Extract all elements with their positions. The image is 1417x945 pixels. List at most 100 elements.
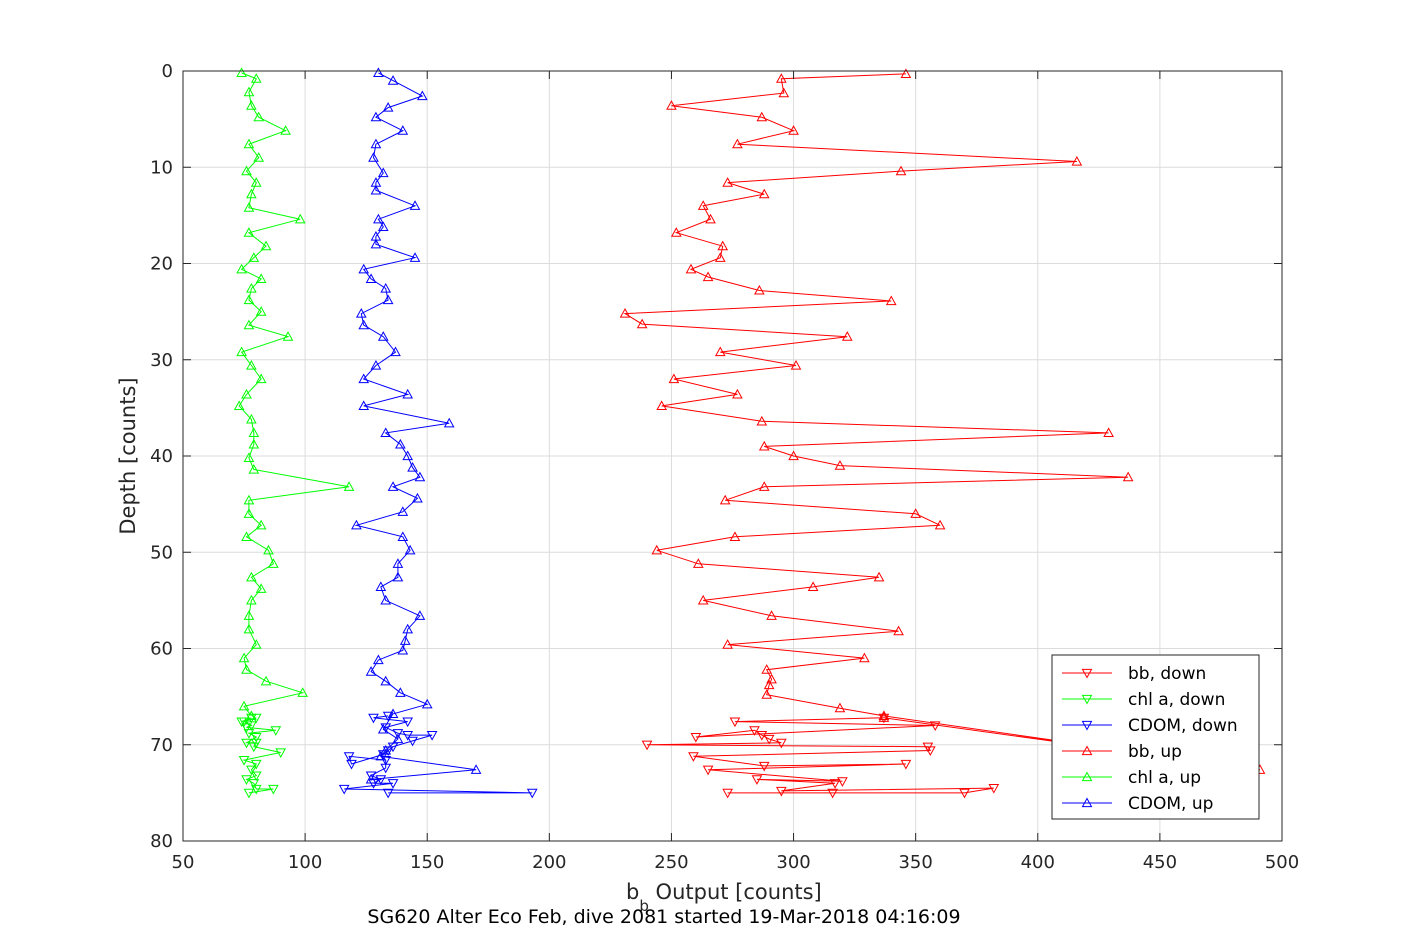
data-point (368, 152, 379, 162)
data-point (426, 731, 438, 741)
data-point (248, 438, 260, 449)
data-point (397, 531, 409, 541)
data-point (380, 282, 392, 293)
series-layer (233, 67, 1266, 799)
x-tick-label: 350 (898, 852, 932, 873)
data-point (338, 784, 350, 795)
series-line (238, 72, 350, 717)
data-point (248, 252, 260, 262)
data-point (243, 494, 255, 505)
data-point (397, 644, 409, 655)
data-point (246, 413, 257, 424)
data-point (775, 73, 787, 83)
data-point (392, 729, 404, 739)
data-point (900, 68, 912, 78)
x-tick-label: 300 (776, 852, 810, 873)
data-point (702, 271, 714, 282)
y-tick-label: 60 (150, 639, 173, 660)
data-point (392, 571, 404, 582)
data-point (758, 761, 770, 772)
data-point (358, 400, 370, 411)
data-point (404, 544, 416, 555)
data-point (988, 783, 1000, 794)
data-point (387, 75, 399, 85)
data-point (697, 200, 709, 210)
data-point (416, 90, 428, 101)
data-point (282, 331, 294, 341)
data-point (402, 623, 414, 634)
data-point (370, 111, 382, 122)
data-point (751, 775, 763, 785)
data-point (666, 100, 677, 110)
data-point (241, 738, 252, 749)
data-point (756, 731, 768, 741)
data-point (756, 415, 768, 426)
data-point (829, 779, 841, 789)
data-point (390, 346, 401, 357)
data-point (246, 713, 257, 724)
data-point (688, 752, 699, 762)
data-point (248, 779, 260, 789)
data-point (373, 654, 384, 665)
legend-item: bb, down (1062, 664, 1206, 684)
data-point (900, 759, 912, 770)
data-point (392, 558, 404, 568)
data-point (260, 675, 272, 686)
legend-item: CDOM, up (1062, 794, 1213, 814)
data-point (788, 450, 799, 461)
y-tick-label: 30 (150, 350, 173, 371)
data-point (409, 200, 421, 210)
data-point (370, 184, 382, 195)
y-tick-label: 80 (150, 831, 173, 852)
y-tick-label: 50 (150, 542, 173, 563)
legend-label: bb, down (1128, 664, 1206, 684)
data-point (255, 583, 267, 593)
y-tick-label: 0 (162, 61, 173, 82)
data-point (243, 227, 255, 237)
data-point (241, 664, 252, 674)
data-point (685, 263, 697, 274)
data-point (722, 639, 733, 649)
data-point (859, 652, 870, 663)
data-point (758, 481, 770, 491)
legend-label: chl a, down (1128, 690, 1225, 710)
data-point (343, 481, 355, 491)
data-point (878, 712, 890, 722)
y-tick-label: 10 (150, 157, 173, 178)
data-point (893, 625, 904, 636)
x-tick-label: 100 (288, 852, 322, 873)
chart-caption: SG620 Alter Eco Feb, dive 2081 started 1… (367, 906, 960, 928)
data-point (910, 508, 922, 518)
data-point (788, 125, 799, 135)
data-point (719, 494, 731, 505)
data-point (243, 623, 255, 634)
data-point (248, 427, 260, 437)
legend-label: bb, up (1128, 742, 1182, 762)
data-point (365, 771, 377, 782)
legend-label: chl a, up (1128, 768, 1201, 788)
data-point (402, 717, 414, 728)
legend-marker (1081, 720, 1093, 731)
data-point (775, 786, 787, 797)
data-point (355, 308, 367, 318)
data-point (377, 723, 389, 734)
data-point (756, 111, 768, 122)
data-point (250, 738, 262, 749)
data-point (443, 417, 455, 428)
data-point (399, 635, 411, 645)
data-point (668, 373, 680, 384)
data-point (387, 779, 399, 789)
legend-marker (1081, 694, 1093, 705)
data-point (729, 717, 741, 728)
data-point (236, 346, 247, 357)
series-bb-up (619, 68, 1266, 774)
data-point (268, 558, 279, 568)
data-point (238, 756, 250, 766)
x-tick-label: 400 (1021, 852, 1055, 873)
data-point (878, 710, 890, 720)
legend-marker (1081, 797, 1093, 808)
data-point (375, 775, 387, 785)
data-point (702, 765, 714, 776)
legend-item: chl a, down (1062, 690, 1225, 710)
data-point (807, 581, 819, 591)
